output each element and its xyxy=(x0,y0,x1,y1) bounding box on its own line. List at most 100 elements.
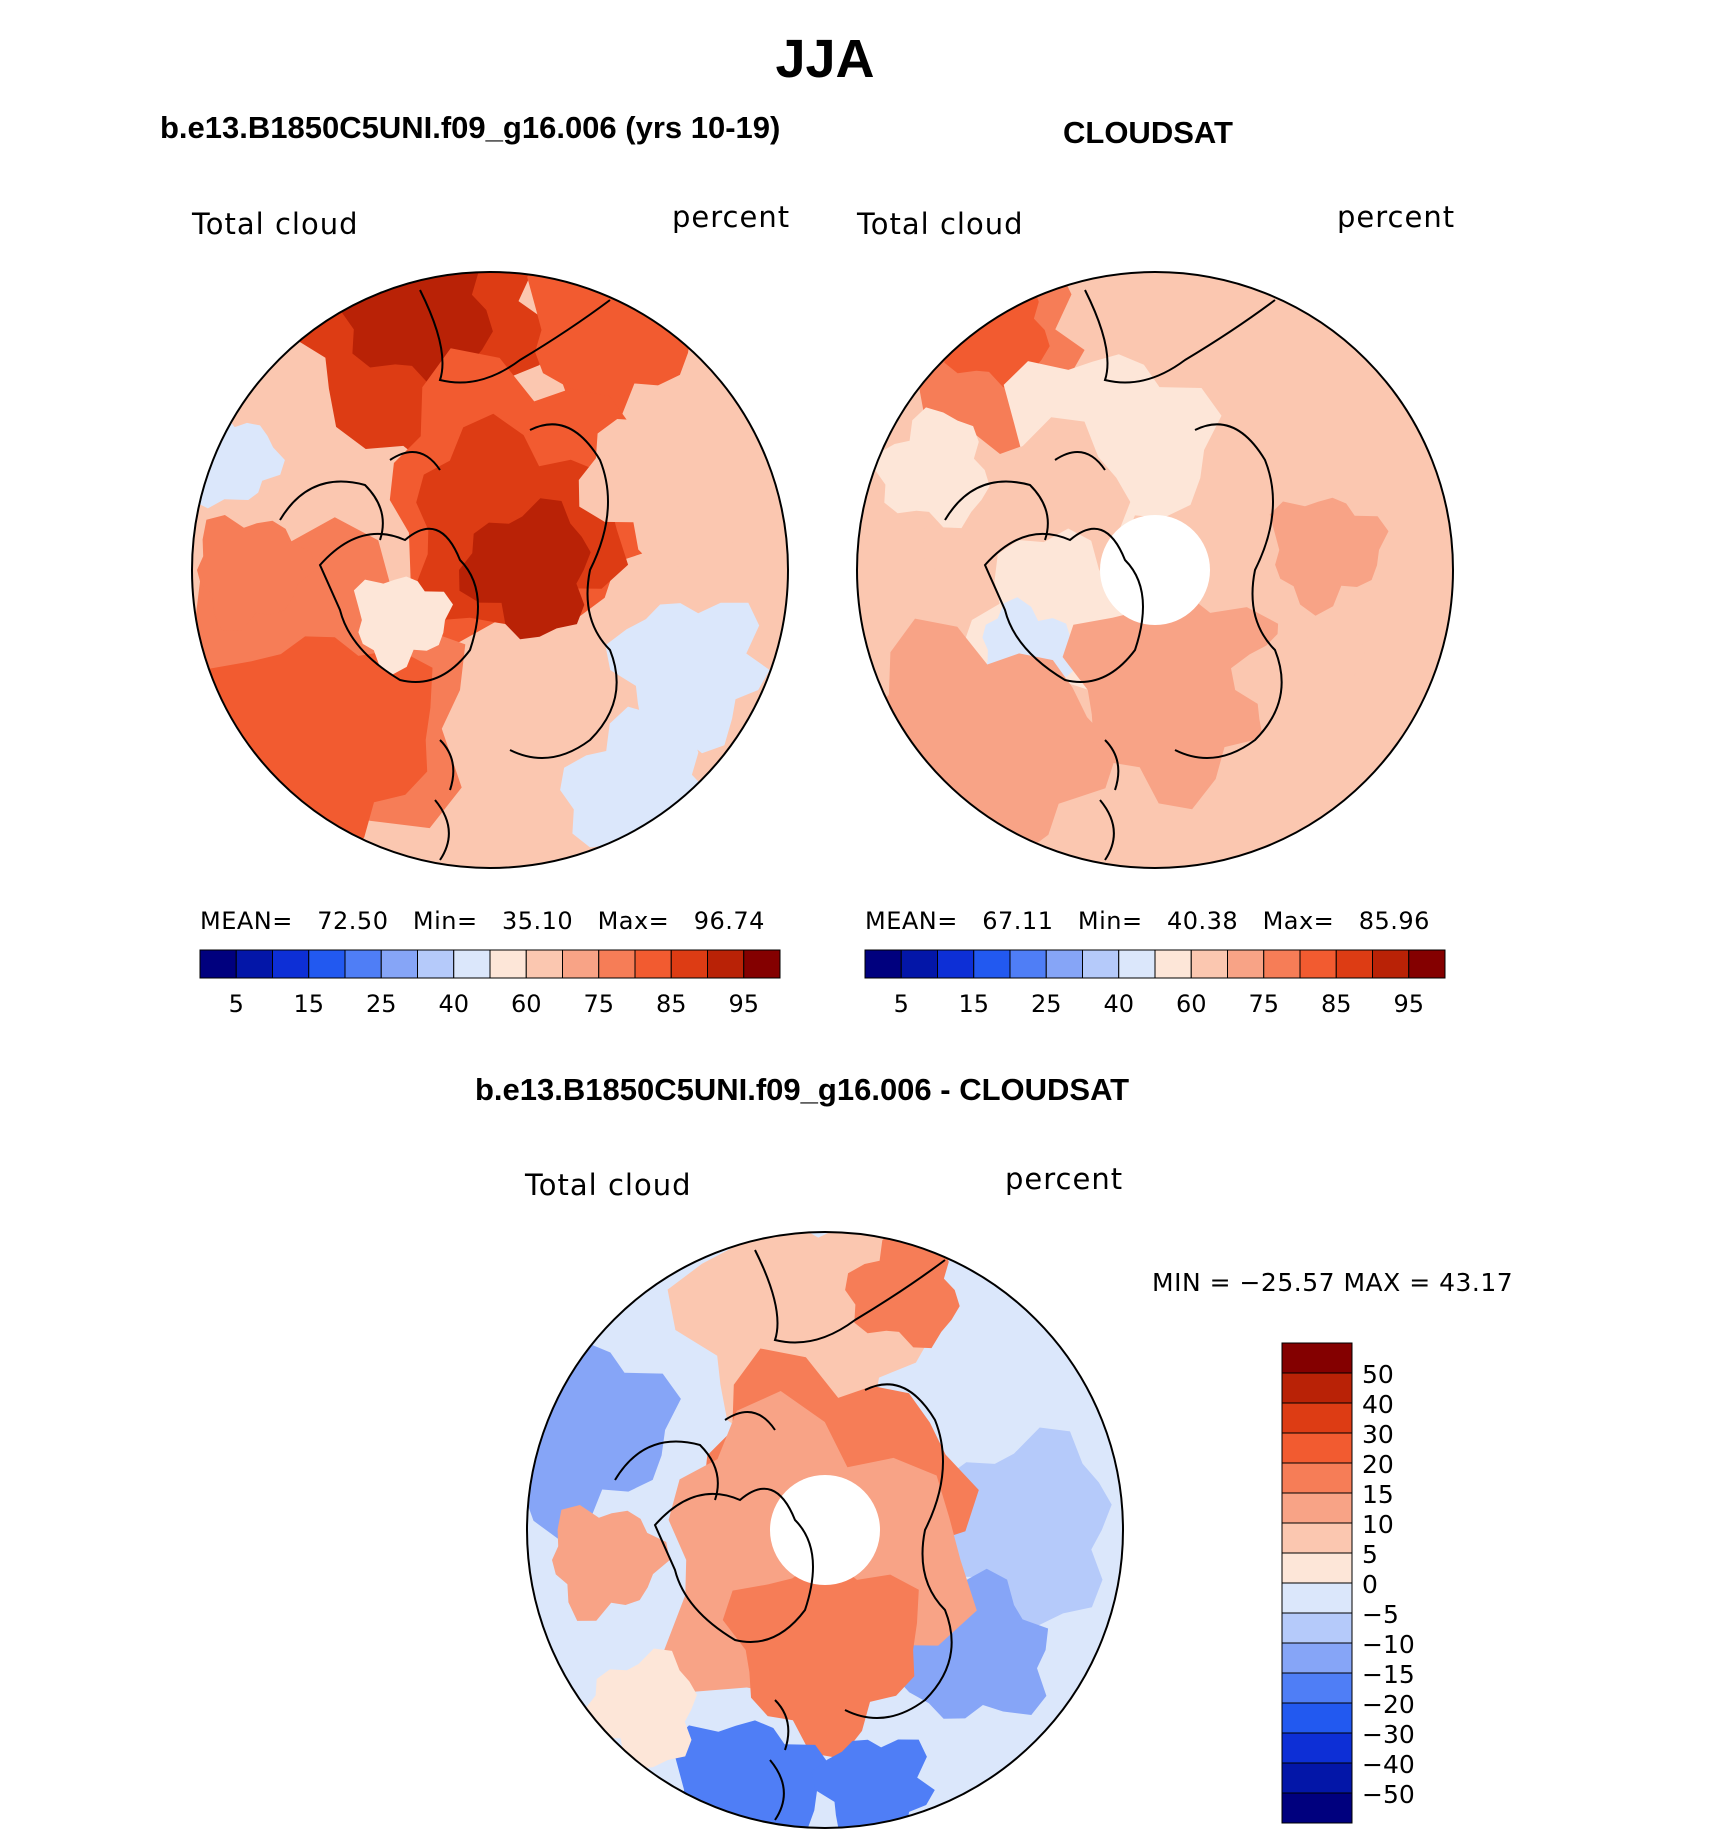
panel-1-title: b.e13.B1850C5UNI.f09_g16.006 (yrs 10-19) xyxy=(160,110,781,145)
contour-region xyxy=(584,1648,697,1770)
colorbar-swatch xyxy=(272,949,310,979)
colorbar-swatch xyxy=(973,949,1011,979)
contour-region xyxy=(197,515,315,631)
colorbar-tick-label: 5 xyxy=(893,990,909,1018)
colorbar-swatch xyxy=(1281,1762,1353,1794)
panel-1-colorbar-labels: 5 15 25 40 60 75 85 95 xyxy=(200,990,780,1020)
difference-variable-label: Total cloud xyxy=(525,1168,692,1202)
colorbar-swatch xyxy=(417,949,455,979)
colorbar-tick-label: 85 xyxy=(1320,990,1352,1018)
colorbar-tick-label: 15 xyxy=(293,990,325,1018)
min-label: Min= xyxy=(1077,907,1143,935)
colorbar-swatch xyxy=(235,949,273,979)
panel-1-colorbar xyxy=(199,949,781,979)
colorbar-swatch xyxy=(670,949,708,979)
colorbar-swatch xyxy=(489,949,527,979)
colorbar-tick-label: 10 xyxy=(1362,1510,1394,1539)
difference-units-label: percent xyxy=(1005,1162,1124,1196)
mean-label: MEAN= xyxy=(200,907,293,935)
colorbar-swatch xyxy=(1281,1432,1353,1464)
colorbar-swatch xyxy=(1281,1492,1353,1524)
colorbar-tick-label: 95 xyxy=(728,990,760,1018)
main-title: JJA xyxy=(775,29,875,89)
mean-value: 72.50 xyxy=(317,907,389,935)
contour-region xyxy=(722,1563,919,1759)
colorbar-tick-label: 15 xyxy=(958,990,990,1018)
max-value: 85.96 xyxy=(1358,907,1430,935)
greenland-coast xyxy=(653,1487,814,1643)
colorbar-tick-label: −10 xyxy=(1362,1630,1415,1659)
colorbar-swatch xyxy=(380,949,418,979)
map-border xyxy=(526,1231,1124,1829)
panel-2-colorbar xyxy=(864,949,1446,979)
colorbar-swatch xyxy=(1227,949,1265,979)
difference-colorbar-labels: 50 40 30 20 15 10 5 0 −5 −10 −15 −20 −30 −40 −50 xyxy=(1362,1343,1442,1823)
contour-region xyxy=(923,1427,1112,1629)
colorbar-swatch xyxy=(1281,1612,1353,1644)
colorbar-tick-label: −30 xyxy=(1362,1720,1415,1749)
alaska-siberia-coast xyxy=(419,289,611,384)
contour-region xyxy=(340,272,493,388)
colorbar-swatch xyxy=(1082,949,1120,979)
colorbar-swatch xyxy=(1045,949,1083,979)
colorbar-tick-label: 5 xyxy=(228,990,244,1018)
colorbar-tick-label: −20 xyxy=(1362,1690,1415,1719)
difference-polar-map xyxy=(526,1231,1124,1829)
panel-2-variable-label: Total cloud xyxy=(857,207,1024,241)
colorbar-tick-label: 5 xyxy=(1362,1540,1378,1569)
contour-region xyxy=(875,407,990,529)
colorbar-tick-label: −40 xyxy=(1362,1750,1415,1779)
colorbar-swatch xyxy=(1281,1582,1353,1614)
eurasia-coast xyxy=(1174,423,1283,759)
colorbar-swatch xyxy=(1281,1342,1353,1374)
colorbar-tick-label: 15 xyxy=(1362,1480,1394,1509)
panel-1-variable-label: Total cloud xyxy=(192,207,359,241)
max-label: Max= xyxy=(1262,907,1335,935)
colorbar-swatch xyxy=(1335,949,1373,979)
colorbar-swatch xyxy=(344,949,382,979)
colorbar-swatch xyxy=(1118,949,1156,979)
coastlines xyxy=(279,289,618,861)
colorbar-swatch xyxy=(1281,1552,1353,1584)
min-value: 35.10 xyxy=(501,907,574,935)
colorbar-swatch xyxy=(562,949,600,979)
eurasia-coast xyxy=(509,423,618,759)
panel-1-stats: MEAN= 72.50 Min= 35.10 Max= 96.74 xyxy=(200,907,765,935)
colorbar-swatch xyxy=(1190,949,1228,979)
colorbar-tick-label: 20 xyxy=(1362,1450,1394,1479)
colorbar-swatch xyxy=(1408,949,1446,979)
colorbar-swatch xyxy=(308,949,346,979)
greenland-coast xyxy=(983,527,1144,683)
colorbar-tick-label: −5 xyxy=(1362,1600,1399,1629)
difference-title: b.e13.B1850C5UNI.f09_g16.006 - CLOUDSAT xyxy=(475,1072,1130,1107)
colorbar-swatch xyxy=(1281,1642,1353,1674)
colorbar-tick-label: −50 xyxy=(1362,1780,1415,1809)
colorbar-swatch xyxy=(937,949,975,979)
colorbar-tick-label: 25 xyxy=(1030,990,1062,1018)
colorbar-swatch xyxy=(1281,1672,1353,1704)
contour-region xyxy=(552,1505,670,1621)
min-value: 40.38 xyxy=(1166,907,1239,935)
colorbar-tick-label: 50 xyxy=(1362,1360,1394,1389)
colorbar-swatch xyxy=(1281,1702,1353,1734)
colorbar-tick-label: 0 xyxy=(1362,1570,1378,1599)
panel-2-title: CLOUDSAT xyxy=(1063,115,1233,150)
colorbar-swatch xyxy=(864,949,902,979)
canada-coast xyxy=(279,451,441,541)
colorbar-swatch xyxy=(743,949,781,979)
colorbar-swatch xyxy=(1281,1402,1353,1434)
coastlines xyxy=(944,289,1283,861)
coastlines xyxy=(614,1249,953,1821)
missing-data-pole xyxy=(1100,515,1210,625)
map-border xyxy=(856,271,1454,869)
min-label: Min= xyxy=(412,907,478,935)
colorbar-tick-label: 40 xyxy=(1103,990,1135,1018)
colorbar-swatch xyxy=(598,949,636,979)
colorbar-swatch xyxy=(1281,1732,1353,1764)
panel-2-stats: MEAN= 67.11 Min= 40.38 Max= 85.96 xyxy=(865,907,1430,935)
colorbar-swatch xyxy=(1281,1462,1353,1494)
europe-coast xyxy=(769,1699,790,1821)
colorbar-swatch xyxy=(1154,949,1192,979)
map-border xyxy=(191,271,789,869)
canada-coast xyxy=(614,1411,776,1501)
